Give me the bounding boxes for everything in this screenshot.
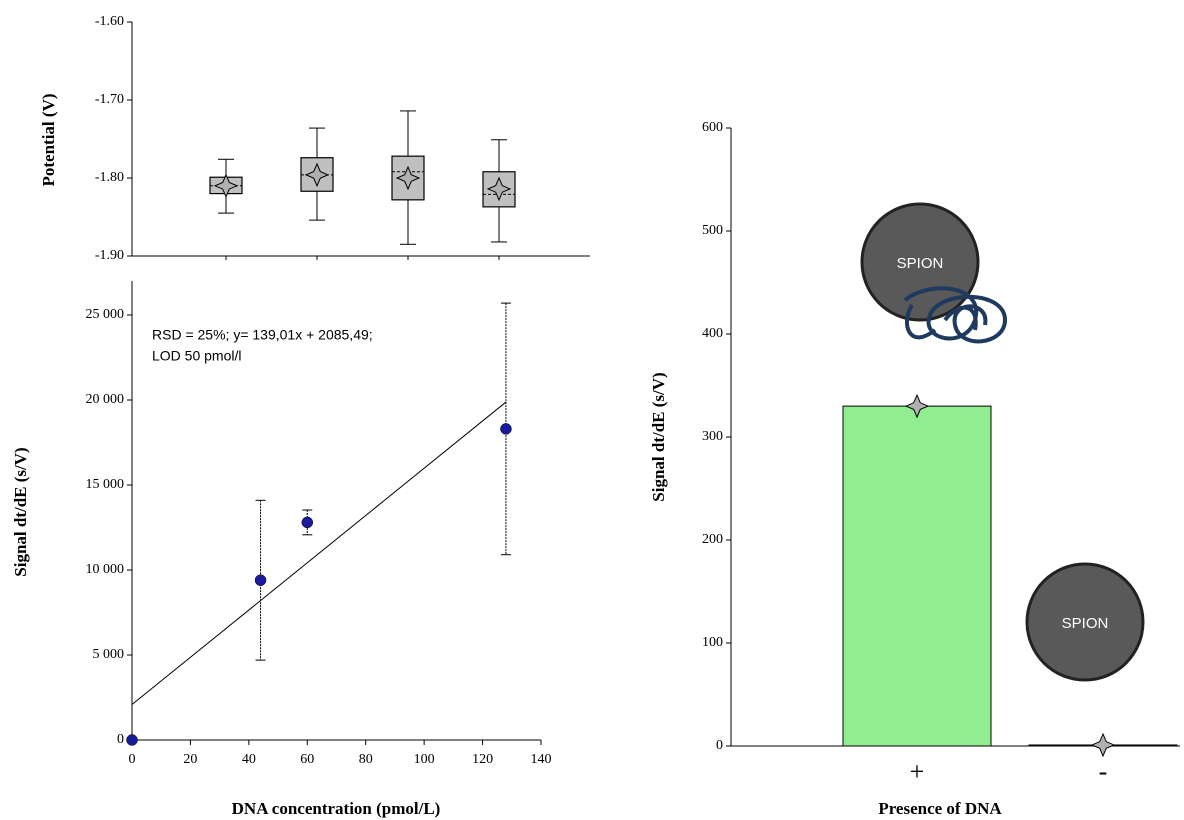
x-axis-label: DNA concentration (pmol/L) — [232, 799, 441, 818]
x-tick-label: 40 — [242, 752, 256, 767]
y-tick-label: -1.70 — [95, 92, 124, 107]
y-tick-label: 400 — [702, 326, 723, 341]
spion-illustration: SPION — [1027, 564, 1143, 680]
y-tick-label: 5 000 — [93, 647, 125, 662]
x-tick-label: 80 — [359, 752, 373, 767]
y-tick-label: 25 000 — [86, 307, 125, 322]
y-tick-label: -1.60 — [95, 14, 124, 29]
x-tick-label: 60 — [300, 752, 314, 767]
bar — [843, 406, 991, 746]
figure: Potential (V) Signal dt/dE (s/V) DNA con… — [0, 0, 1184, 820]
x-axis-label: Presence of DNA — [878, 799, 1002, 818]
spion-illustration: SPION — [862, 204, 1005, 341]
data-point — [500, 423, 511, 434]
y-tick-label: 0 — [716, 738, 723, 753]
x-tick-label: 140 — [531, 752, 552, 767]
y-tick-label: 200 — [702, 532, 723, 547]
annotation: LOD 50 pmol/l — [152, 348, 241, 364]
bar-marker — [1092, 734, 1114, 756]
y-tick-label: 10 000 — [86, 562, 125, 577]
y-axis-label: Signal dt/dE (s/V) — [11, 447, 30, 576]
y-tick-label: -1.90 — [95, 248, 124, 263]
y-axis-label: Signal dt/dE (s/V) — [649, 372, 668, 501]
x-tick-label: 20 — [183, 752, 197, 767]
data-point — [255, 575, 266, 586]
data-point — [127, 735, 138, 746]
trendline — [132, 402, 506, 704]
x-tick-label: - — [1099, 757, 1108, 786]
spion-label: SPION — [897, 255, 944, 272]
y-tick-label: 20 000 — [86, 392, 125, 407]
y-tick-label: 100 — [702, 635, 723, 650]
x-tick-label: 100 — [414, 752, 435, 767]
y-tick-label: 0 — [117, 732, 124, 747]
y-tick-label: 300 — [702, 429, 723, 444]
y-tick-label: -1.80 — [95, 170, 124, 185]
x-tick-label: 0 — [129, 752, 136, 767]
y-axis-label: Potential (V) — [39, 93, 58, 186]
x-tick-label: 120 — [472, 752, 493, 767]
x-tick-label: + — [910, 757, 925, 786]
annotation: RSD = 25%; y= 139,01x + 2085,49; — [152, 327, 373, 343]
data-point — [302, 517, 313, 528]
y-tick-label: 600 — [702, 120, 723, 135]
y-tick-label: 15 000 — [86, 477, 125, 492]
y-tick-label: 500 — [702, 223, 723, 238]
spion-label: SPION — [1062, 615, 1109, 632]
